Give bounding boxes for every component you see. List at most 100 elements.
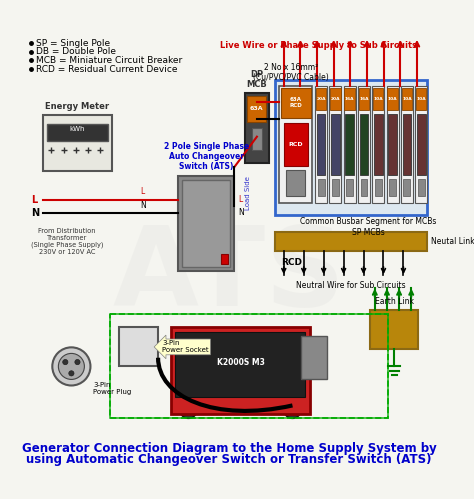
Bar [316, 88, 326, 110]
Bar [388, 114, 397, 175]
Bar [252, 128, 262, 150]
Text: kWh: kWh [70, 126, 85, 132]
Circle shape [376, 238, 383, 245]
Text: L: L [141, 187, 145, 196]
Bar [329, 86, 341, 204]
Bar [375, 179, 382, 197]
Circle shape [69, 371, 74, 376]
Bar [403, 179, 410, 197]
Circle shape [46, 144, 57, 156]
Bar [119, 327, 158, 366]
Bar [47, 124, 108, 141]
Circle shape [284, 401, 301, 419]
Bar [358, 86, 370, 204]
Bar [318, 179, 325, 197]
Bar [374, 114, 383, 175]
Bar [178, 176, 234, 271]
Text: 10A: 10A [416, 96, 426, 100]
Circle shape [82, 144, 94, 156]
Circle shape [404, 325, 413, 334]
Bar [401, 86, 413, 204]
Bar [389, 179, 396, 197]
Circle shape [94, 144, 106, 156]
Bar [346, 114, 354, 175]
Text: 3-Pin
Power Socket: 3-Pin Power Socket [163, 340, 209, 353]
Circle shape [390, 238, 396, 245]
Text: RCD: RCD [281, 258, 302, 267]
Text: RCD: RCD [289, 142, 303, 147]
Bar [275, 80, 427, 215]
Bar [344, 86, 356, 204]
Bar [371, 310, 418, 349]
Text: 10A: 10A [402, 96, 412, 100]
Bar [332, 179, 339, 197]
Bar [286, 171, 305, 197]
Circle shape [146, 337, 153, 344]
Text: 16A: 16A [345, 96, 355, 100]
Bar [418, 179, 425, 197]
Text: Earth Link: Earth Link [375, 297, 414, 306]
Bar [247, 96, 266, 122]
Text: Neutal Link: Neutal Link [431, 237, 474, 246]
Bar [387, 88, 398, 110]
Circle shape [348, 238, 355, 245]
Bar [372, 86, 384, 204]
Circle shape [198, 215, 215, 232]
Text: 10A: 10A [374, 96, 383, 100]
Circle shape [375, 325, 383, 334]
Text: 2 No x 16mm²
(Cu/PVC/PVC Cable): 2 No x 16mm² (Cu/PVC/PVC Cable) [253, 63, 328, 82]
Text: Live Wire or Phase Supply to Sub Circuits: Live Wire or Phase Supply to Sub Circuit… [220, 41, 417, 50]
Bar [221, 253, 228, 264]
Bar [402, 114, 411, 175]
Circle shape [58, 353, 84, 379]
Bar [361, 179, 367, 197]
Circle shape [70, 144, 82, 156]
Text: Common Busbar Segment for MCBs
SP MCBs: Common Busbar Segment for MCBs SP MCBs [300, 217, 437, 237]
Text: 10A: 10A [388, 96, 397, 100]
Circle shape [191, 208, 222, 239]
Circle shape [279, 238, 285, 245]
Text: L: L [31, 195, 37, 205]
Bar [386, 86, 399, 204]
Circle shape [362, 238, 369, 245]
Bar [401, 88, 412, 110]
Bar [245, 93, 269, 163]
Circle shape [320, 238, 327, 245]
Text: K2000S M3: K2000S M3 [217, 358, 264, 367]
Bar [346, 179, 353, 197]
Bar [417, 114, 426, 175]
Circle shape [403, 238, 410, 245]
Text: 3-Pin
Power Plug: 3-Pin Power Plug [93, 382, 131, 395]
Bar [317, 114, 326, 175]
Circle shape [390, 325, 398, 334]
Text: N: N [31, 208, 39, 218]
Circle shape [52, 347, 91, 386]
Text: 20A: 20A [331, 96, 340, 100]
Bar [275, 232, 427, 251]
Bar [330, 88, 341, 110]
Bar [315, 86, 327, 204]
Bar [110, 314, 388, 419]
Bar [175, 332, 305, 397]
Circle shape [63, 359, 68, 365]
Text: SP = Single Pole: SP = Single Pole [36, 38, 110, 47]
Bar [171, 327, 310, 414]
Bar [415, 86, 427, 204]
Text: DP
MCB: DP MCB [246, 69, 267, 89]
Bar [280, 86, 312, 204]
Bar [110, 314, 388, 419]
Bar [373, 88, 383, 110]
Circle shape [57, 144, 70, 156]
Text: L: L [239, 195, 243, 204]
Text: Load Side: Load Side [245, 176, 251, 210]
Text: RCD = Residual Current Device: RCD = Residual Current Device [36, 64, 177, 73]
Circle shape [334, 238, 341, 245]
Bar [331, 114, 340, 175]
Text: 63A
RCD: 63A RCD [290, 97, 302, 108]
Text: From Distribution
Transformer
(Single Phase Supply)
230V or 120V AC: From Distribution Transformer (Single Ph… [31, 228, 103, 255]
Text: 16A: 16A [359, 96, 369, 100]
Text: Generator Connection Diagram to the Home Supply System by: Generator Connection Diagram to the Home… [22, 442, 437, 455]
Bar [43, 115, 112, 171]
Text: N: N [141, 202, 146, 211]
Bar [416, 88, 427, 110]
